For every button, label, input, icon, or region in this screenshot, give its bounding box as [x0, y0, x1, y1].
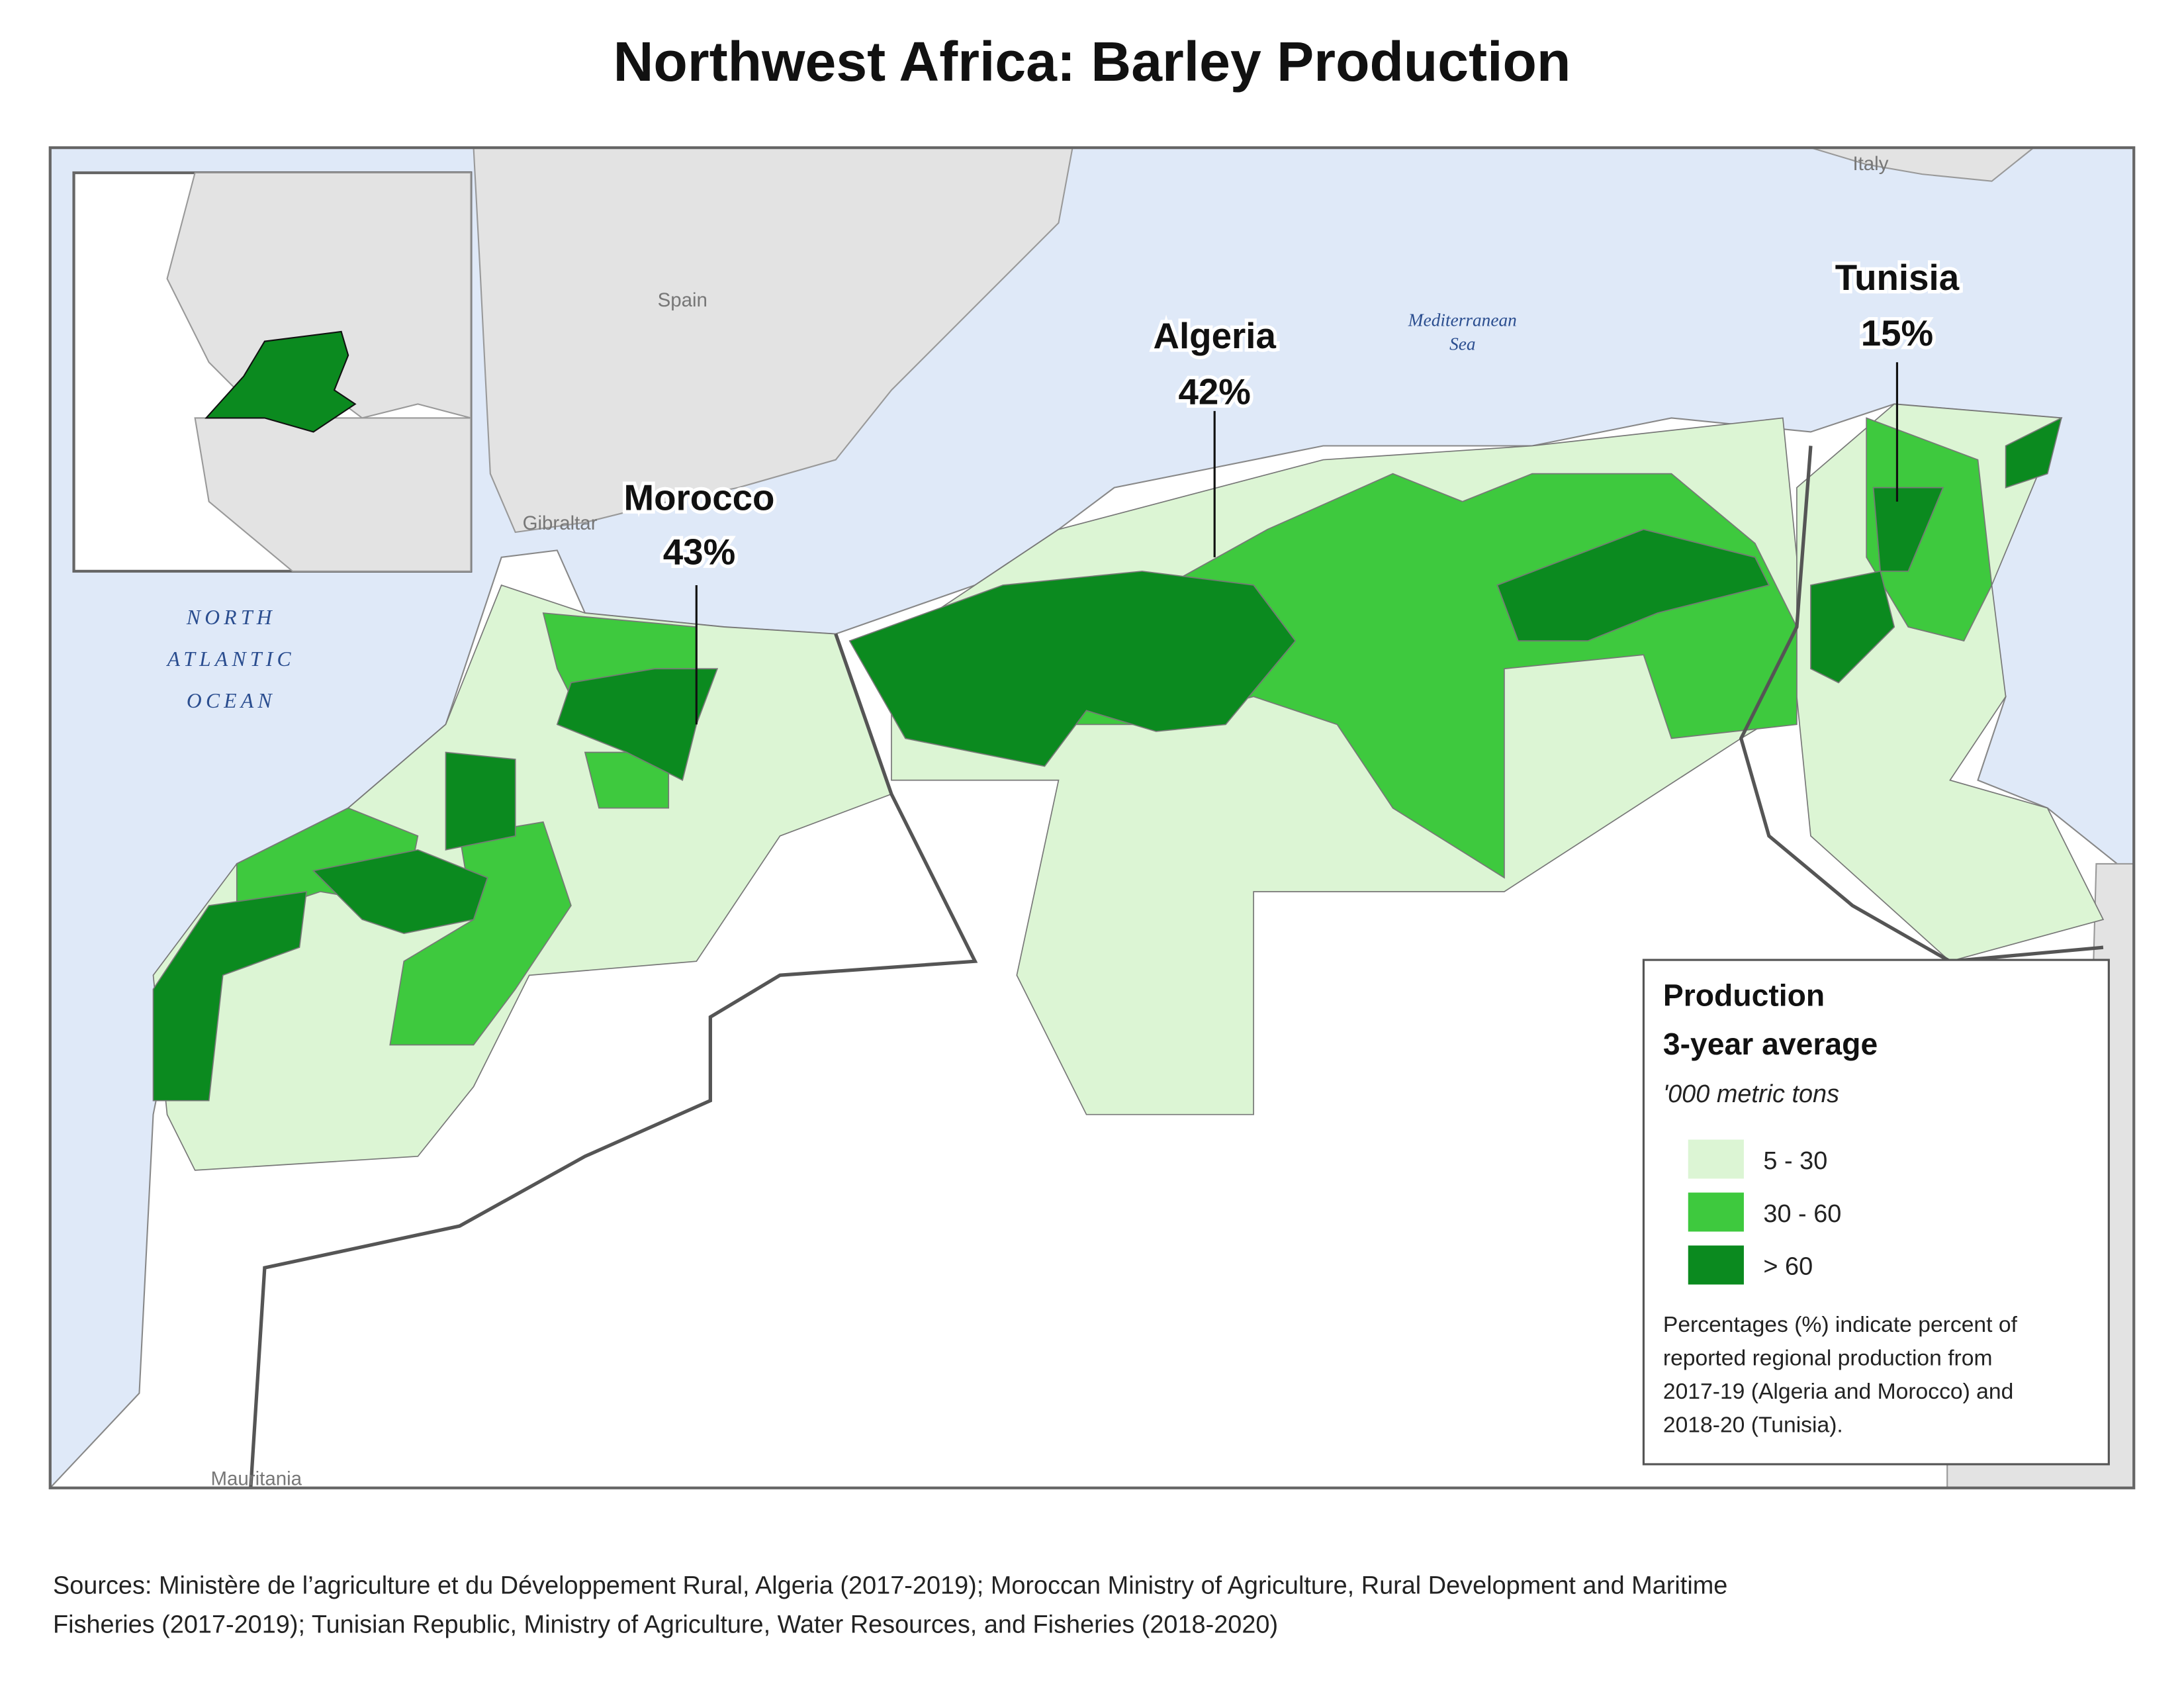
- morocco-algeria-border: [249, 633, 978, 1488]
- morocco-regions-high: [152, 890, 307, 1102]
- legend-note: Percentages (%) indicate percent of: [1663, 1313, 2018, 1337]
- place-label: Italy: [1852, 153, 1888, 175]
- morocco-regions-mid: [389, 821, 572, 1046]
- legend-units: '000 metric tons: [1663, 1080, 1839, 1108]
- legend-subtitle: 3-year average: [1663, 1027, 1878, 1061]
- map-border: [48, 146, 2136, 1489]
- legend-note: 2017-19 (Algeria and Morocco) and: [1663, 1380, 2013, 1404]
- ocean-label: NORTH: [186, 606, 276, 629]
- country-share: 42%: [1178, 371, 1251, 412]
- place-label: Gibraltar: [523, 512, 598, 534]
- tunisia-regions-high: [1810, 570, 1895, 684]
- legend: Production 3-year average '000 metric to…: [1642, 959, 2110, 1466]
- spain-land: [473, 147, 1073, 534]
- legend-swatch: [1688, 1192, 1744, 1232]
- inset-map: [72, 171, 473, 573]
- legend-label: > 60: [1763, 1253, 1813, 1281]
- legend-box: [1642, 959, 2110, 1466]
- morocco-regions-high: [556, 668, 719, 781]
- place-label: Mauritania: [210, 1468, 302, 1490]
- legend-swatch: [1688, 1139, 1744, 1179]
- legend-note: reported regional production from: [1663, 1346, 1993, 1371]
- legend-swatch: [1688, 1245, 1744, 1285]
- legend-label: 30 - 60: [1763, 1200, 1841, 1228]
- ocean-label: OCEAN: [187, 689, 276, 712]
- sea-label: Mediterranean: [1408, 310, 1517, 330]
- legend-label: 5 - 30: [1763, 1147, 1827, 1175]
- country-name: Tunisia: [1835, 257, 1960, 298]
- country-name: Algeria: [1153, 315, 1276, 356]
- legend-title: Production: [1663, 978, 1825, 1013]
- country-name: Morocco: [624, 477, 775, 518]
- legend-note: 2018-20 (Tunisia).: [1663, 1413, 1843, 1438]
- title: Northwest Africa: Barley Production: [614, 30, 1571, 93]
- inset-region: [205, 330, 357, 433]
- algeria-regions-high: [848, 571, 1297, 767]
- place-label: Spain: [658, 289, 707, 311]
- ocean-label: ATLANTIC: [166, 647, 295, 671]
- inset-africa: [194, 417, 472, 572]
- sea-label: Sea: [1449, 334, 1475, 353]
- morocco-regions-high: [445, 751, 516, 851]
- tunisia-regions-high: [1872, 487, 1944, 572]
- sources: Fisheries (2017-2019); Tunisian Republic…: [53, 1611, 1278, 1639]
- tunisia-regions-high: [2005, 416, 2063, 489]
- map-frame: Spain Italy Gibraltar Mediterranean Sea …: [48, 146, 2136, 1490]
- sources: Sources: Ministère de l’agriculture et d…: [53, 1572, 1727, 1600]
- algeria-regions-high: [1496, 528, 1770, 641]
- morocco-regions-high: [312, 849, 488, 934]
- country-share: 43%: [663, 531, 736, 572]
- country-share: 15%: [1861, 312, 1934, 353]
